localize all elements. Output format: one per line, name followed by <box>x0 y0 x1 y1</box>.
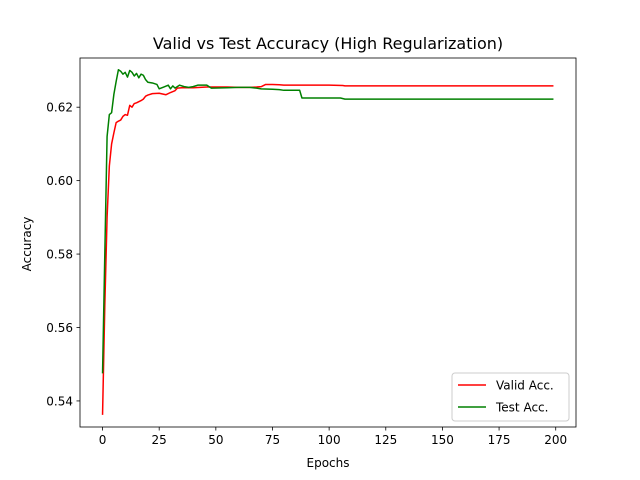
legend-label-0: Valid Acc. <box>496 379 554 393</box>
series-line-test-acc <box>101 69 554 374</box>
x-tick-label: 75 <box>265 433 280 447</box>
y-axis-label: Accuracy <box>20 217 34 272</box>
x-tick-label: 0 <box>99 433 107 447</box>
plot-area <box>101 69 554 415</box>
axes: 0 25 50 75 100 125 150 175 200 0.54 0.56 0.58 0.60 0.… <box>46 57 577 447</box>
axes-frame <box>79 57 577 428</box>
legend-label-1: Test Acc. <box>495 401 548 415</box>
x-tick-label: 200 <box>544 433 567 447</box>
x-tick-label: 175 <box>488 433 511 447</box>
x-tick-label: 150 <box>431 433 454 447</box>
series-line-valid-acc <box>101 83 554 415</box>
x-tick-label: 50 <box>208 433 223 447</box>
chart-title: Valid vs Test Accuracy (High Regularizat… <box>153 34 503 53</box>
legend: Valid Acc. Test Acc. <box>451 372 570 422</box>
y-tick-label: 0.54 <box>46 394 73 408</box>
x-tick-label: 100 <box>318 433 341 447</box>
x-tick-label: 25 <box>152 433 167 447</box>
y-tick-label: 0.58 <box>46 248 73 262</box>
y-tick-label: 0.60 <box>46 174 73 188</box>
x-axis-label: Epochs <box>307 456 350 470</box>
y-tick-label: 0.62 <box>46 101 73 115</box>
y-tick-label: 0.56 <box>46 321 73 335</box>
x-tick-label: 125 <box>374 433 397 447</box>
